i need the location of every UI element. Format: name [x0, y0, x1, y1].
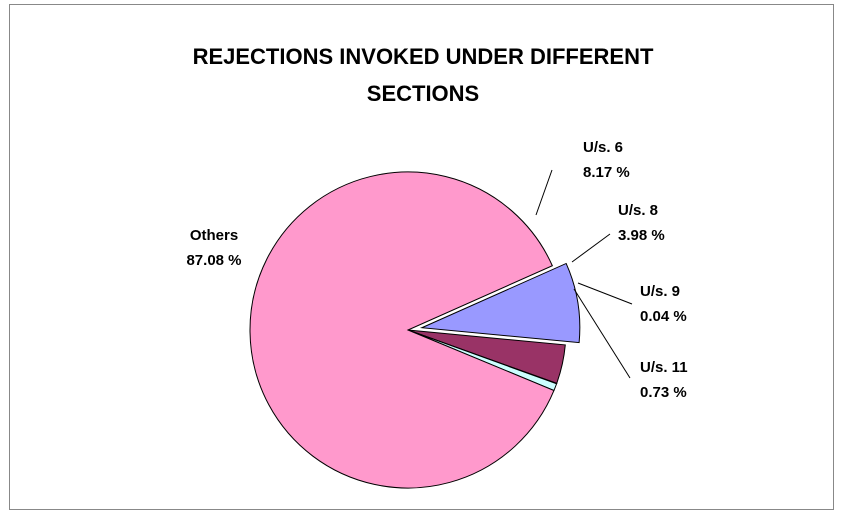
- slice-label-value-u-s-11: 0.73 %: [640, 384, 687, 401]
- slice-label-value-others: 87.08 %: [186, 252, 241, 269]
- chart-title-line-1: REJECTIONS INVOKED UNDER DIFFERENT: [193, 44, 654, 69]
- chart-title-line-2: SECTIONS: [367, 81, 479, 106]
- leader-line-u-s-8: [571, 233, 611, 263]
- leader-line-u-s-11: [573, 288, 631, 379]
- slice-label-name-others: Others: [190, 227, 238, 244]
- leader-line-u-s-6: [535, 169, 553, 216]
- pie-slices: [249, 171, 581, 489]
- pie-slice-u-s-6: [419, 262, 581, 344]
- slice-label-name-u-s-9: U/s. 9: [640, 283, 680, 300]
- leader-lines: [535, 169, 633, 379]
- pie-slice-others: [249, 171, 555, 489]
- slice-label-name-u-s-8: U/s. 8: [618, 202, 658, 219]
- slice-label-value-u-s-9: 0.04 %: [640, 308, 687, 325]
- slice-labels: U/s. 6 8.17 % U/s. 8 3.98 % U/s. 9 0.04 % U/s.…: [186, 139, 687, 401]
- leader-line-u-s-9: [577, 282, 633, 305]
- slice-label-value-u-s-8: 3.98 %: [618, 227, 665, 244]
- slice-label-value-u-s-6: 8.17 %: [583, 164, 630, 181]
- slice-label-name-u-s-6: U/s. 6: [583, 139, 623, 156]
- slice-label-name-u-s-11: U/s. 11: [640, 359, 688, 376]
